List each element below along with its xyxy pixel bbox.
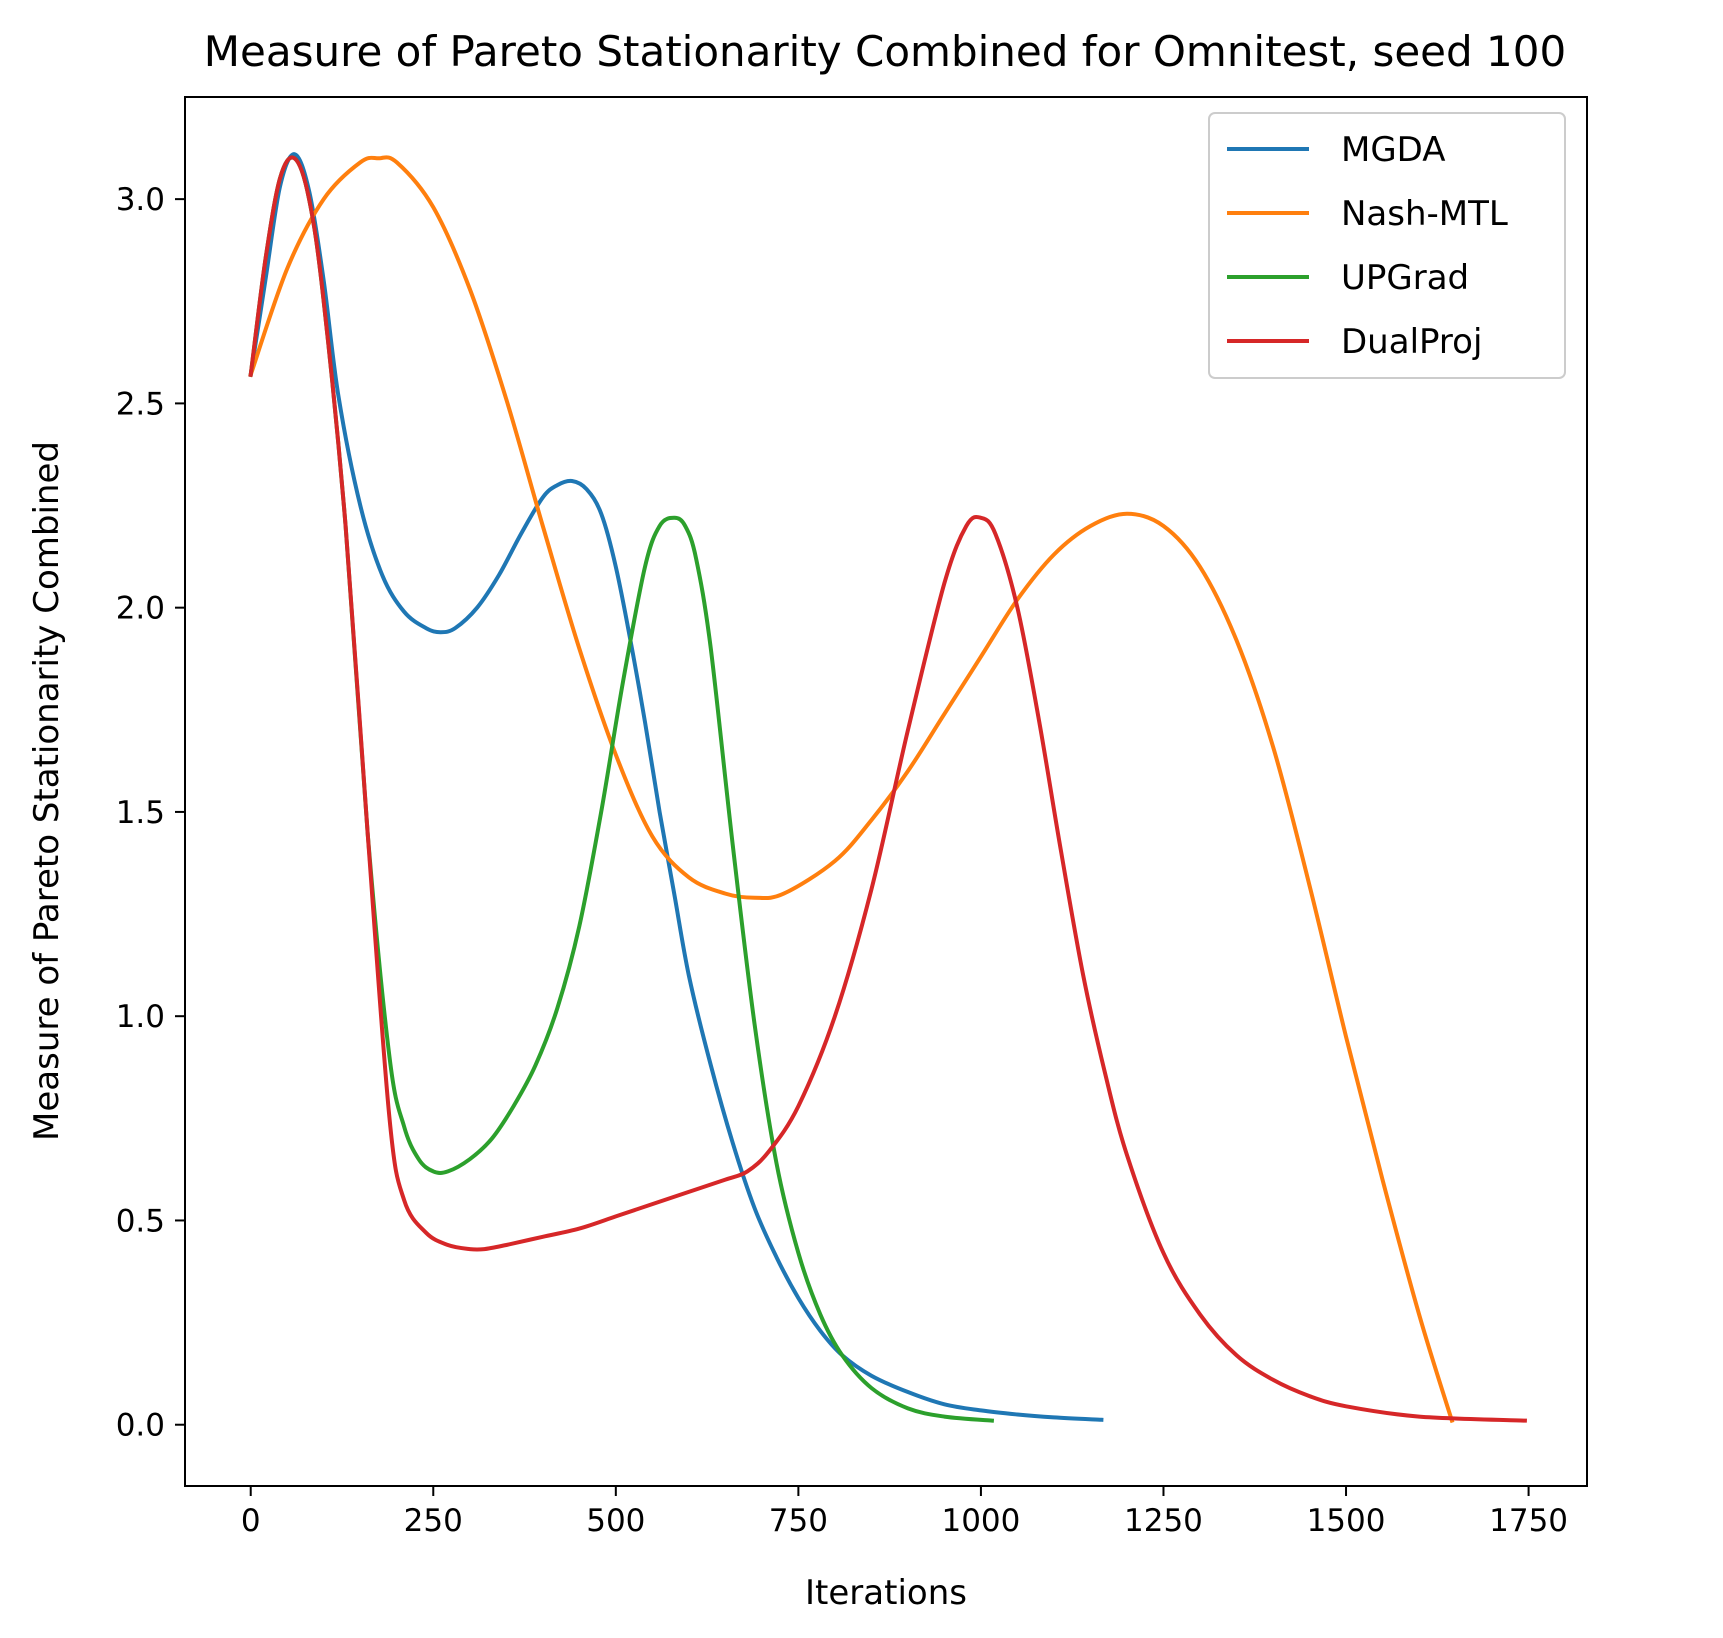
x-tick-label: 1500	[1307, 1503, 1386, 1539]
chart-title: Measure of Pareto Stationarity Combined …	[204, 27, 1566, 76]
x-tick-label: 0	[241, 1503, 261, 1539]
series-line-nash-mtl	[248, 155, 1455, 1424]
series-line-dualproj	[248, 155, 1527, 1423]
legend-label-mgda: MGDA	[1341, 130, 1446, 170]
legend-label-dualproj: DualProj	[1341, 322, 1482, 362]
x-axis-label: Iterations	[805, 1573, 967, 1613]
y-tick-label: 2.0	[116, 591, 165, 627]
legend: MGDA Nash-MTL UPGrad DualProj	[1208, 112, 1566, 379]
y-tick-label: 1.5	[116, 795, 165, 831]
legend-box	[1208, 112, 1566, 379]
y-tick-label: 2.5	[116, 386, 165, 422]
x-axis: 0 250 500 750 1000 1250 1500 1750	[241, 1486, 1568, 1539]
x-tick-label: 1000	[941, 1503, 1020, 1539]
x-tick-label: 750	[769, 1503, 828, 1539]
y-axis: 0.0 0.5 1.0 1.5 2.0 2.5 3.0	[116, 182, 185, 1444]
legend-label-nash-mtl: Nash-MTL	[1341, 194, 1508, 234]
plot-frame	[184, 96, 1588, 1487]
series-layer	[248, 152, 1527, 1424]
y-tick-label: 0.5	[116, 1203, 165, 1239]
legend-label-upgrad: UPGrad	[1341, 258, 1469, 298]
x-tick-label: 1750	[1489, 1503, 1568, 1539]
x-tick-label: 250	[404, 1503, 463, 1539]
y-tick-label: 0.0	[116, 1408, 165, 1444]
x-tick-label: 1250	[1124, 1503, 1203, 1539]
y-axis-label: Measure of Pareto Stationarity Combined	[27, 441, 67, 1141]
x-tick-label: 500	[586, 1503, 645, 1539]
y-tick-label: 1.0	[116, 999, 165, 1035]
y-tick-label: 3.0	[116, 182, 165, 218]
